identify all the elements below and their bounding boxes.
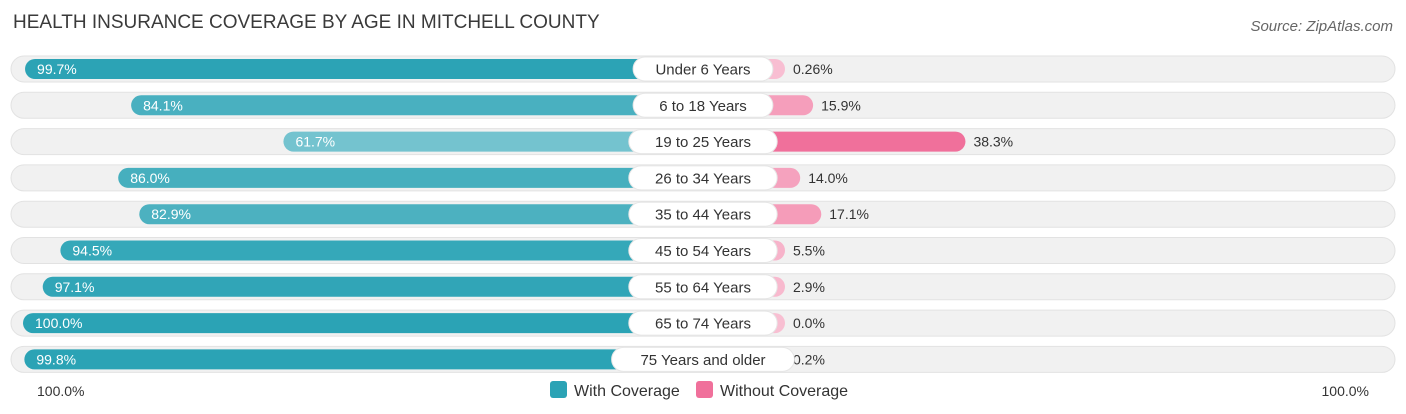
bar-with-coverage — [42, 276, 704, 297]
category-pill — [632, 56, 774, 82]
chart-rows: 99.7% 0.26% Under 6 Years 84.1% 15.9% 6 to 18… — [10, 55, 1396, 373]
value-label-with-coverage: 100.0% — [35, 315, 82, 331]
legend-swatch-without-coverage — [696, 381, 713, 398]
value-label-with-coverage: 61.7% — [295, 134, 335, 150]
value-label-without-coverage: 5.5% — [793, 243, 825, 259]
chart-row: 82.9% 17.1% 35 to 44 Years — [10, 200, 1396, 228]
category-label: 19 to 25 Years — [655, 134, 751, 151]
value-label-with-coverage: 94.5% — [72, 243, 112, 259]
chart-row: 100.0% 0.0% 65 to 74 Years — [10, 309, 1396, 337]
category-label: 65 to 74 Years — [655, 316, 751, 333]
category-pill — [632, 92, 774, 118]
category-pill — [611, 346, 795, 372]
axis-right-label: 100.0% — [1322, 383, 1369, 399]
value-label-with-coverage: 82.9% — [151, 206, 191, 222]
bar-with-coverage — [60, 240, 703, 261]
legend-label-with-coverage: With Coverage — [574, 383, 680, 400]
chart-row: 84.1% 15.9% 6 to 18 Years — [10, 91, 1396, 119]
value-label-with-coverage: 86.0% — [130, 170, 170, 186]
chart-row: 99.7% 0.26% Under 6 Years — [10, 55, 1396, 83]
category-label: Under 6 Years — [655, 62, 750, 79]
category-label: 45 to 54 Years — [655, 243, 751, 260]
chart-title: HEALTH INSURANCE COVERAGE BY AGE IN MITC… — [13, 12, 600, 33]
value-label-without-coverage: 0.0% — [793, 315, 825, 331]
axis-left-label: 100.0% — [37, 383, 84, 399]
category-pill — [628, 129, 778, 155]
value-label-with-coverage: 97.1% — [55, 279, 95, 295]
value-label-without-coverage: 0.2% — [793, 351, 825, 367]
category-label: 6 to 18 Years — [659, 98, 747, 115]
chart-row: 99.8% 0.2% 75 Years and older — [10, 345, 1396, 373]
chart-row: 97.1% 2.9% 55 to 64 Years — [10, 273, 1396, 301]
bar-with-coverage — [23, 313, 703, 334]
value-label-without-coverage: 17.1% — [829, 206, 869, 222]
bar-with-coverage — [131, 95, 703, 116]
category-pill — [628, 165, 778, 191]
value-label-without-coverage: 2.9% — [793, 279, 825, 295]
value-label-with-coverage: 99.8% — [36, 351, 76, 367]
value-label-without-coverage: 38.3% — [973, 134, 1013, 150]
category-label: 55 to 64 Years — [655, 279, 751, 296]
category-label: 75 Years and older — [640, 352, 765, 369]
bar-with-coverage — [24, 349, 704, 370]
bar-with-coverage — [118, 167, 703, 188]
legend: With Coverage Without Coverage — [550, 381, 848, 400]
chart-row: 61.7% 38.3% 19 to 25 Years — [10, 128, 1396, 156]
value-label-without-coverage: 0.26% — [793, 61, 833, 77]
category-pill — [628, 201, 778, 227]
legend-swatch-with-coverage — [550, 381, 567, 398]
category-pill — [628, 238, 778, 263]
category-label: 26 to 34 Years — [655, 170, 751, 187]
value-label-without-coverage: 15.9% — [821, 97, 861, 113]
value-label-with-coverage: 84.1% — [143, 97, 183, 113]
chart-source: Source: ZipAtlas.com — [1250, 18, 1393, 35]
bar-with-coverage — [25, 59, 704, 79]
bar-with-coverage — [139, 204, 703, 225]
bar-with-coverage — [283, 131, 703, 152]
category-pill — [628, 274, 778, 300]
value-label-without-coverage: 14.0% — [808, 170, 848, 186]
category-pill — [628, 310, 778, 336]
legend-label-without-coverage: Without Coverage — [720, 383, 848, 400]
chart-row: 94.5% 5.5% 45 to 54 Years — [10, 237, 1396, 264]
category-label: 35 to 44 Years — [655, 207, 751, 224]
chart-row: 86.0% 14.0% 26 to 34 Years — [10, 164, 1396, 192]
value-label-with-coverage: 99.7% — [37, 61, 77, 77]
